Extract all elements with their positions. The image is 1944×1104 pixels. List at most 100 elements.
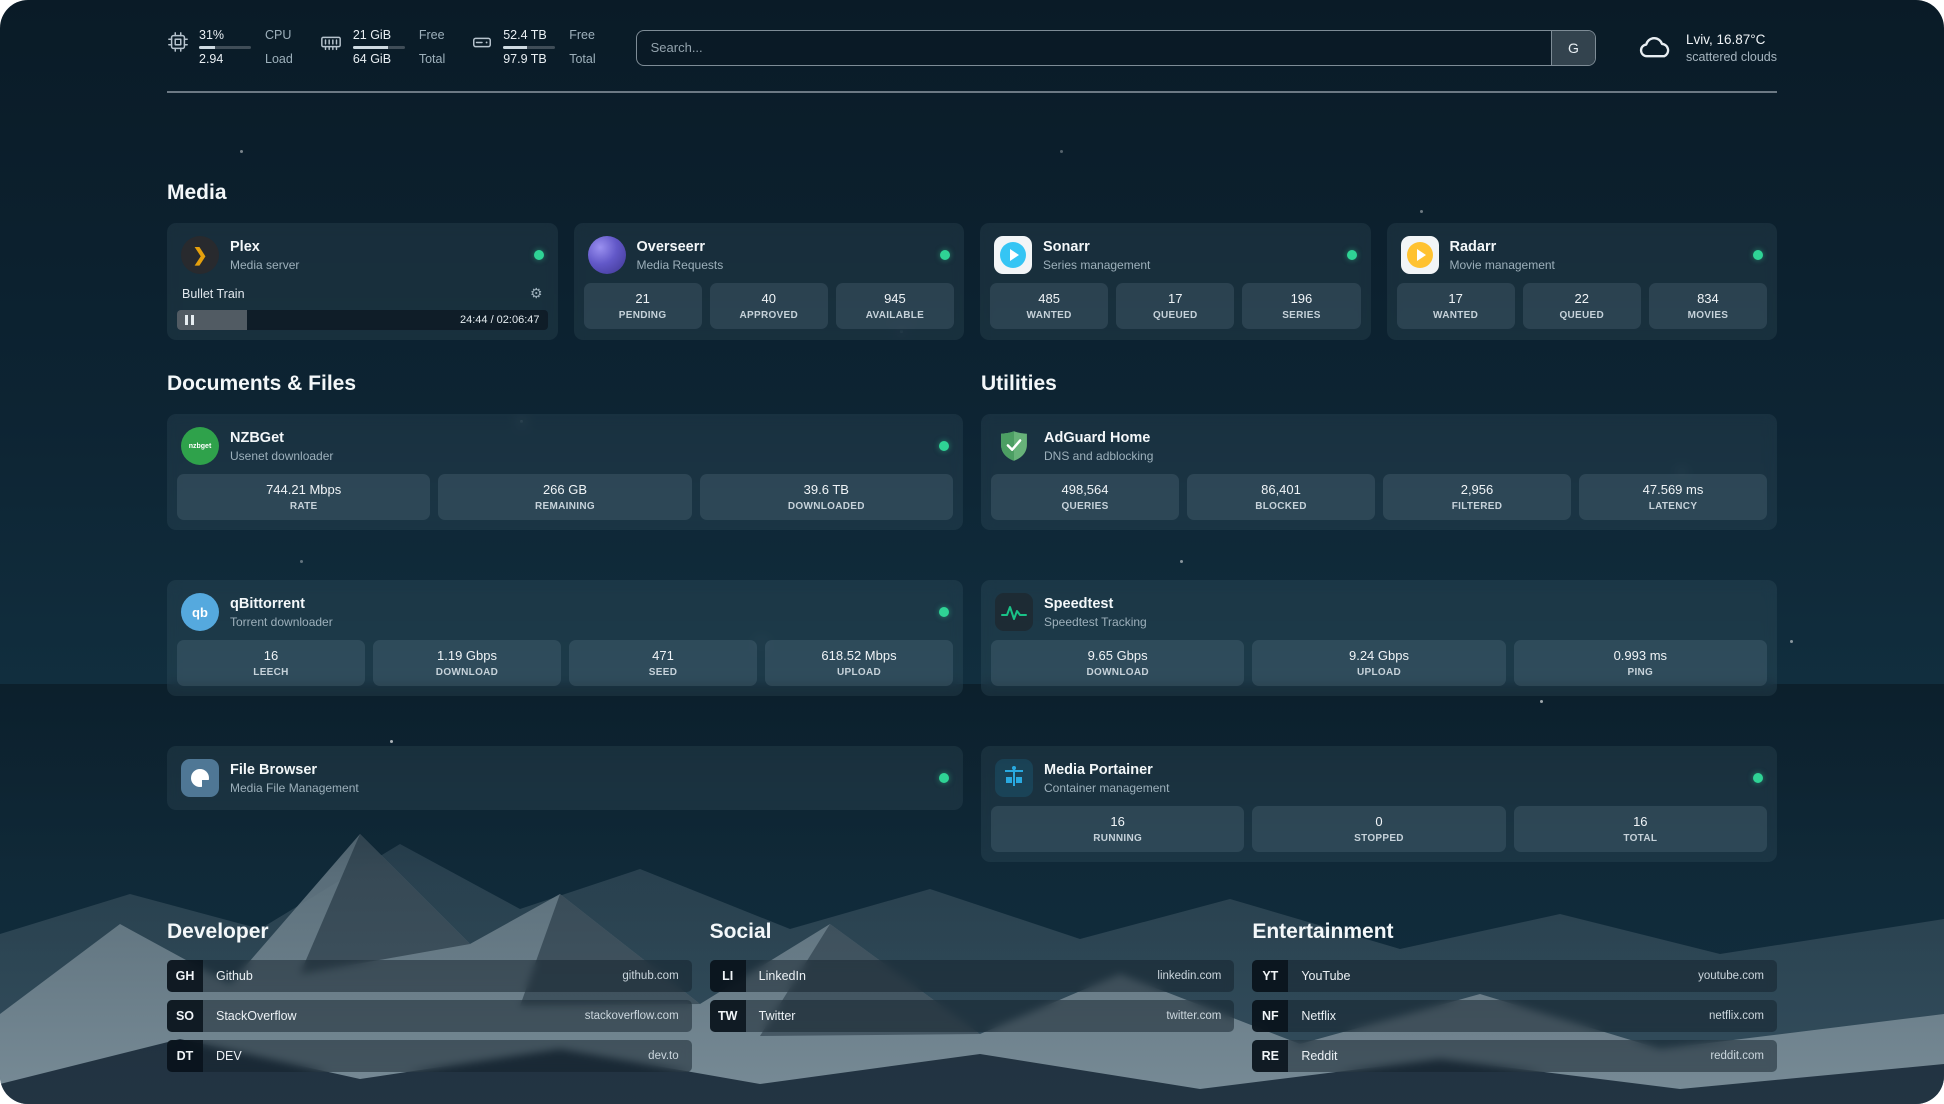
stat-blocked: 86,401 BLOCKED	[1187, 474, 1375, 520]
section-title-social: Social	[709, 920, 772, 943]
stat-download: 1.19 Gbps DOWNLOAD	[373, 640, 561, 686]
service-name: AdGuard Home	[1044, 429, 1151, 446]
top-bar: 31% 2.94 CPU Load	[167, 0, 1777, 67]
cpu-icon	[168, 32, 188, 52]
portainer-icon	[995, 759, 1033, 797]
status-dot	[940, 250, 950, 260]
disk-free-value: 52.4 TB	[503, 28, 547, 42]
disk-widget: 52.4 TB 97.9 TB Free Total	[471, 28, 596, 67]
stat-downloaded: 39.6 TB DOWNLOADED	[699, 474, 953, 520]
bookmark-url: youtube.com	[1698, 970, 1764, 982]
service-card-filebrowser[interactable]: File Browser Media File Management	[167, 746, 963, 810]
bookmark-youtube[interactable]: YT YouTube youtube.com	[1252, 960, 1777, 992]
status-dot	[939, 607, 949, 617]
search-input[interactable]	[636, 40, 1551, 55]
sonarr-icon	[994, 236, 1032, 274]
documents-column: Documents & Files nzbget NZBGet Usenet d…	[167, 372, 963, 810]
playback-progress-bar[interactable]: 24:44 / 02:06:47	[177, 310, 548, 330]
bookmark-url: netflix.com	[1709, 1010, 1764, 1022]
pause-icon[interactable]	[185, 315, 194, 325]
bookmark-abbr: DT	[167, 1040, 203, 1072]
stat-ping: 0.993 ms PING	[1513, 640, 1767, 686]
cloud-icon	[1639, 36, 1670, 57]
service-name: Overseerr	[636, 238, 706, 255]
overseerr-icon	[587, 236, 626, 274]
search-provider-button[interactable]: G	[1550, 30, 1595, 65]
bookmark-name: DEV	[216, 1049, 242, 1063]
stat-download: 9.65 Gbps DOWNLOAD	[991, 640, 1245, 686]
stat-queued: 22 QUEUED	[1522, 283, 1641, 329]
bookmark-group-entertainment: Entertainment YT YouTube youtube.com NF …	[1252, 920, 1777, 1072]
bookmark-abbr: TW	[709, 1000, 746, 1032]
status-dot	[1753, 250, 1763, 260]
bookmark-abbr: RE	[1252, 1040, 1289, 1072]
bookmark-url: dev.to	[648, 1050, 679, 1062]
playback-time: 24:44 / 02:06:47	[459, 314, 540, 326]
memory-widget: 21 GiB 64 GiB Free Total	[319, 28, 445, 67]
stat-upload: 9.24 Gbps UPLOAD	[1252, 640, 1506, 686]
bookmark-twitter[interactable]: TW Twitter twitter.com	[709, 1000, 1235, 1032]
stat-remaining: 266 GB REMAINING	[438, 474, 692, 520]
disk-icon	[473, 37, 492, 48]
bookmark-name: StackOverflow	[216, 1009, 297, 1023]
bookmark-stackoverflow[interactable]: SO StackOverflow stackoverflow.com	[167, 1000, 692, 1032]
stat-series: 196 SERIES	[1242, 283, 1361, 329]
stat-running: 16 RUNNING	[991, 806, 1245, 852]
plex-icon: ❯	[181, 236, 219, 274]
now-playing-title: Bullet Train	[182, 286, 245, 301]
bookmark-reddit[interactable]: RE Reddit reddit.com	[1252, 1040, 1777, 1072]
stat-queued: 17 QUEUED	[1116, 283, 1235, 329]
adguard-icon	[995, 427, 1033, 465]
gear-icon[interactable]: ⚙	[529, 285, 543, 301]
disk-total-label: Total	[569, 52, 596, 66]
bookmark-netflix[interactable]: NF Netflix netflix.com	[1252, 1000, 1777, 1032]
stat-approved: 40 APPROVED	[709, 283, 828, 329]
service-card-nzbget[interactable]: nzbget NZBGet Usenet downloader 744.21 M…	[167, 414, 963, 530]
resource-widgets: 31% 2.94 CPU Load	[167, 28, 596, 67]
service-card-sonarr[interactable]: Sonarr Series management 485 WANTED 17 QUE…	[980, 223, 1371, 340]
bookmark-name: YouTube	[1301, 969, 1351, 983]
disk-total-value: 97.9 TB	[503, 52, 547, 66]
memory-total-label: Total	[418, 52, 446, 66]
stat-filtered: 2,956 FILTERED	[1383, 474, 1571, 520]
service-subtitle: Media Requests	[636, 257, 724, 272]
bookmark-abbr: LI	[709, 960, 746, 992]
status-dot	[1753, 773, 1763, 783]
bookmark-url: github.com	[622, 970, 679, 982]
bookmark-url: stackoverflow.com	[584, 1010, 679, 1022]
service-card-adguard[interactable]: AdGuard Home DNS and adblocking 498,564 Q…	[981, 414, 1777, 530]
memory-icon	[320, 36, 341, 51]
service-card-speedtest[interactable]: Speedtest Speedtest Tracking 9.65 Gbps DO…	[981, 580, 1777, 696]
service-card-portainer[interactable]: Media Portainer Container management 16 R…	[981, 746, 1777, 862]
weather-location: Lviv, 16.87°C	[1685, 31, 1766, 47]
stat-rate: 744.21 Mbps RATE	[177, 474, 431, 520]
stat-latency: 47.569 ms LATENCY	[1579, 474, 1767, 520]
service-name: Media Portainer	[1044, 761, 1153, 778]
section-title-media: Media	[167, 181, 227, 204]
cpu-load-label: Load	[265, 52, 293, 66]
bookmark-group-developer: Developer GH Github github.com SO StackO…	[167, 920, 692, 1072]
radarr-icon	[1400, 236, 1439, 274]
service-subtitle: Container management	[1044, 780, 1170, 795]
memory-usage-bar	[352, 46, 405, 49]
weather-condition: scattered clouds	[1685, 49, 1777, 64]
search-bar: G	[635, 29, 1596, 66]
bookmark-linkedin[interactable]: LI LinkedIn linkedin.com	[709, 960, 1235, 992]
section-title-developer: Developer	[167, 920, 269, 943]
bookmark-abbr: SO	[167, 1000, 203, 1032]
utilities-column: Utilities	[981, 372, 1777, 862]
speedtest-icon	[995, 593, 1033, 631]
cpu-widget: 31% 2.94 CPU Load	[167, 28, 293, 67]
service-card-radarr[interactable]: Radarr Movie management 17 WANTED 22 QUEUE…	[1386, 223, 1777, 340]
cpu-usage-value: 31%	[199, 28, 225, 42]
service-subtitle: Usenet downloader	[230, 448, 334, 463]
service-card-qbittorrent[interactable]: qb qBittorrent Torrent downloader 16 LEEC…	[167, 580, 963, 696]
service-name: Speedtest	[1044, 595, 1114, 612]
service-subtitle: Media File Management	[230, 780, 359, 795]
service-card-plex[interactable]: ❯ Plex Media server Bullet Train ⚙	[167, 223, 558, 340]
service-subtitle: Series management	[1043, 257, 1151, 272]
bookmark-github[interactable]: GH Github github.com	[167, 960, 692, 992]
bookmark-dev[interactable]: DT DEV dev.to	[167, 1040, 692, 1072]
service-card-overseerr[interactable]: Overseerr Media Requests 21 PENDING 40 APP…	[573, 223, 964, 340]
